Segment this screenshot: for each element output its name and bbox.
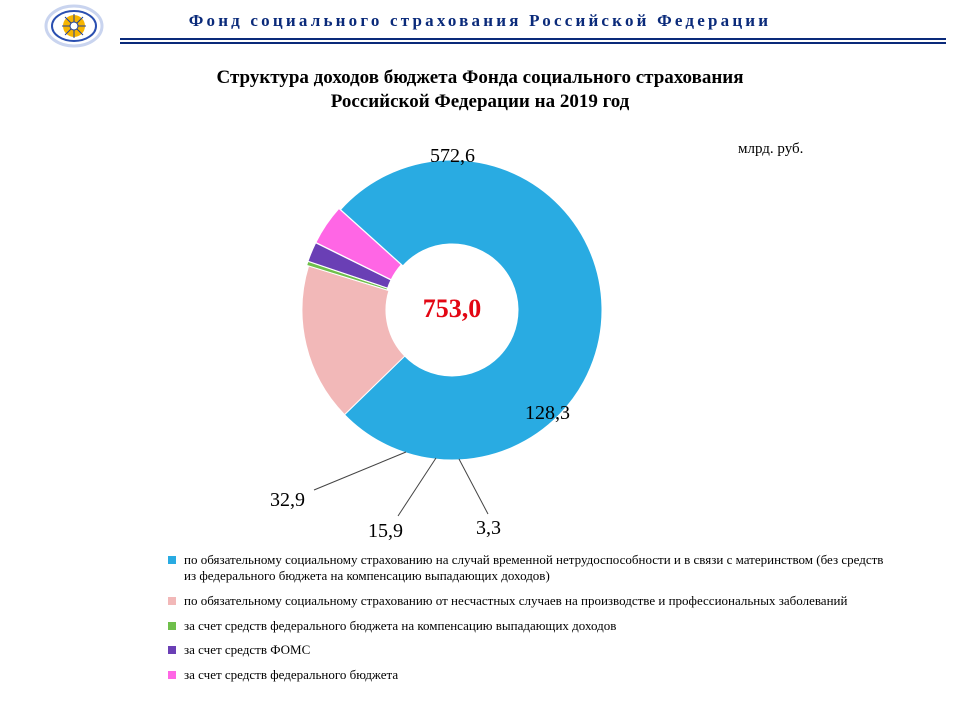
slice-label-fed_budget: 32,9 [270, 489, 305, 512]
slice-label-fed_budget_compensation: 3,3 [476, 517, 501, 540]
callout-line-fed_budget [314, 452, 406, 490]
legend-item: по обязательному социальному страхованию… [168, 593, 888, 609]
slice-label-temp_disability_maternity: 572,6 [430, 145, 475, 168]
legend-swatch [168, 671, 176, 679]
legend-swatch [168, 556, 176, 564]
legend-text: за счет средств федерального бюджета [184, 667, 398, 682]
callout-line-foms [398, 458, 436, 516]
donut-chart: 753,0 572,6 128,3 3,3 15,9 32,9 [0, 120, 960, 550]
callout-line-fed_budget_compensation [459, 459, 488, 514]
legend-item: по обязательному социальному страхованию… [168, 552, 888, 584]
legend-item: за счет средств федерального бюджета [168, 667, 888, 683]
legend-item: за счет средств ФОМС [168, 642, 888, 658]
donut-center-value: 753,0 [392, 294, 512, 324]
slice-label-foms: 15,9 [368, 520, 403, 543]
legend-text: по обязательному социальному страхованию… [184, 552, 883, 583]
legend-text: по обязательному социальному страхованию… [184, 593, 847, 608]
legend-text: за счет средств федерального бюджета на … [184, 618, 616, 633]
legend-item: за счет средств федерального бюджета на … [168, 618, 888, 634]
legend-swatch [168, 646, 176, 654]
legend-text: за счет средств ФОМС [184, 642, 310, 657]
legend-swatch [168, 597, 176, 605]
legend-swatch [168, 622, 176, 630]
slice-label-accidents_prof_diseases: 128,3 [525, 402, 570, 425]
legend: по обязательному социальному страхованию… [168, 552, 888, 692]
